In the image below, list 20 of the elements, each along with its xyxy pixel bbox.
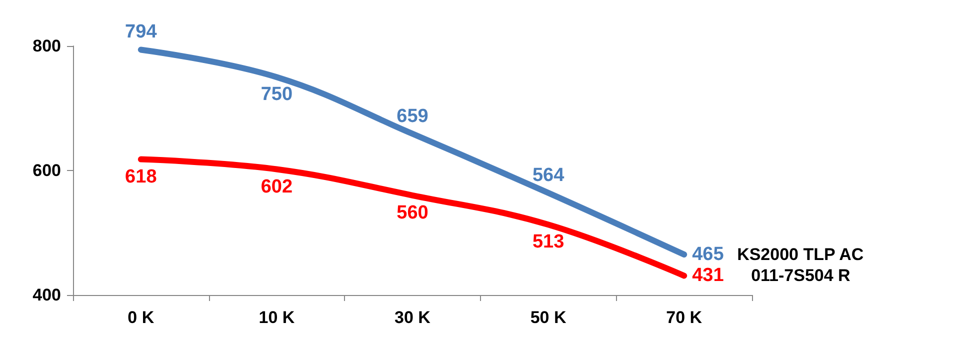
text: 011-7S504 R bbox=[751, 266, 850, 286]
data-label: 750 bbox=[260, 84, 293, 106]
data-label: 602 bbox=[260, 176, 293, 198]
y-tick-label: 600 bbox=[32, 161, 61, 180]
data-label: 564 bbox=[532, 164, 565, 186]
x-tick-label: 30 K bbox=[394, 308, 432, 327]
x-tick-label: 70 K bbox=[666, 308, 703, 327]
x-tick-label: 10 K bbox=[258, 308, 296, 327]
x-tick-label: 0 K bbox=[128, 308, 155, 327]
y-tick-label: 400 bbox=[32, 286, 61, 304]
data-label: 560 bbox=[396, 202, 428, 224]
data-label: 794 bbox=[125, 22, 158, 43]
data-label: 513 bbox=[532, 232, 564, 253]
data-label: 659 bbox=[396, 106, 428, 127]
data-label: 618 bbox=[125, 166, 157, 188]
data-label: 465 bbox=[692, 244, 724, 266]
x-tick-label: 50 K bbox=[530, 308, 567, 327]
data-label: 431 bbox=[692, 265, 724, 286]
text: KS2000 TLP AC bbox=[737, 245, 864, 264]
y-tick-label: 800 bbox=[32, 36, 61, 56]
